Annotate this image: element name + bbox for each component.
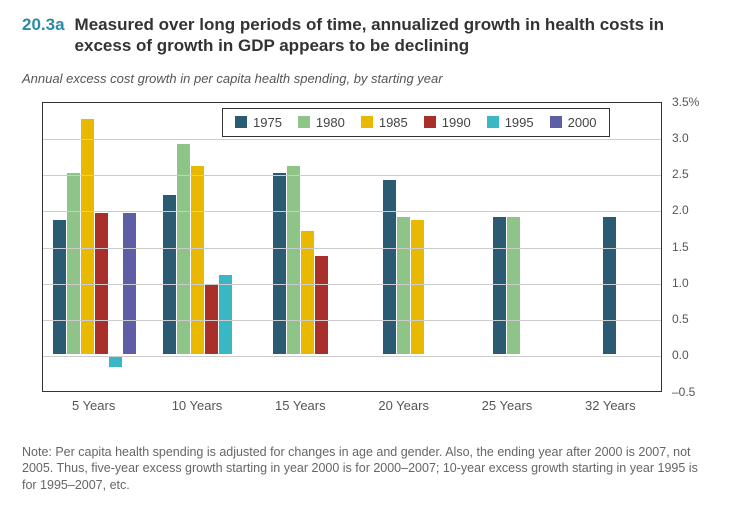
- legend-label: 1990: [442, 115, 471, 130]
- y-tick-label: 0.5: [672, 312, 712, 326]
- bar: [273, 173, 286, 354]
- bar: [109, 356, 122, 367]
- x-tick-label: 25 Years: [455, 398, 558, 413]
- y-tick-label: 2.0: [672, 203, 712, 217]
- y-tick-label: 1.5: [672, 240, 712, 254]
- y-tick-label: 0.0: [672, 348, 712, 362]
- legend: 1975 1980 1985 1990 1995 2000: [222, 108, 610, 137]
- x-tick-label: 15 Years: [249, 398, 352, 413]
- bar-group: [249, 103, 352, 391]
- legend-label: 1985: [379, 115, 408, 130]
- legend-swatch: [487, 116, 499, 128]
- x-axis-labels: 5 Years10 Years15 Years20 Years25 Years3…: [42, 398, 662, 413]
- bar: [493, 217, 506, 355]
- y-tick-label: 3.0: [672, 131, 712, 145]
- legend-swatch: [235, 116, 247, 128]
- bar: [301, 231, 314, 354]
- gridline: [43, 211, 661, 212]
- bar: [315, 256, 328, 354]
- x-tick-label: 10 Years: [145, 398, 248, 413]
- bar-group: [43, 103, 146, 391]
- gridline: [43, 139, 661, 140]
- figure-note: Note: Per capita health spending is adju…: [22, 444, 713, 495]
- gridline: [43, 175, 661, 176]
- x-tick-label: 20 Years: [352, 398, 455, 413]
- y-axis-labels: –0.50.00.51.01.52.02.53.03.5%: [668, 102, 712, 392]
- gridline: [43, 356, 661, 357]
- bar-group: [558, 103, 661, 391]
- y-tick-label: 1.0: [672, 276, 712, 290]
- legend-swatch: [424, 116, 436, 128]
- legend-swatch: [298, 116, 310, 128]
- bar: [507, 217, 520, 355]
- gridline: [43, 320, 661, 321]
- bar: [191, 166, 204, 355]
- bar-group: [146, 103, 249, 391]
- bar-group: [352, 103, 455, 391]
- bar: [603, 217, 616, 355]
- y-tick-label: –0.5: [672, 385, 712, 399]
- bar: [81, 119, 94, 355]
- figure-header: 20.3a Measured over long periods of time…: [22, 14, 713, 57]
- legend-label: 1995: [505, 115, 534, 130]
- figure-title: Measured over long periods of time, annu…: [75, 14, 713, 57]
- bar: [219, 275, 232, 355]
- chart: 1975 1980 1985 1990 1995 2000 5 Years10 Years…: [22, 92, 712, 432]
- bar: [383, 180, 396, 354]
- x-tick-label: 32 Years: [559, 398, 662, 413]
- legend-item: 1995: [487, 115, 534, 130]
- bar: [67, 173, 80, 354]
- bar: [397, 217, 410, 355]
- bar: [53, 220, 66, 354]
- figure-number: 20.3a: [22, 14, 65, 35]
- legend-item: 1975: [235, 115, 282, 130]
- y-tick-label: 3.5%: [672, 95, 712, 109]
- legend-item: 1985: [361, 115, 408, 130]
- plot-area: [42, 102, 662, 392]
- bar: [411, 220, 424, 354]
- legend-label: 1975: [253, 115, 282, 130]
- legend-item: 2000: [550, 115, 597, 130]
- bar: [287, 166, 300, 355]
- bar: [163, 195, 176, 355]
- legend-item: 1990: [424, 115, 471, 130]
- y-tick-label: 2.5: [672, 167, 712, 181]
- x-tick-label: 5 Years: [42, 398, 145, 413]
- figure-subtitle: Annual excess cost growth in per capita …: [22, 71, 713, 86]
- legend-item: 1980: [298, 115, 345, 130]
- legend-label: 2000: [568, 115, 597, 130]
- bar-group: [455, 103, 558, 391]
- gridline: [43, 248, 661, 249]
- bars-container: [43, 103, 661, 391]
- legend-swatch: [550, 116, 562, 128]
- legend-swatch: [361, 116, 373, 128]
- gridline: [43, 284, 661, 285]
- legend-label: 1980: [316, 115, 345, 130]
